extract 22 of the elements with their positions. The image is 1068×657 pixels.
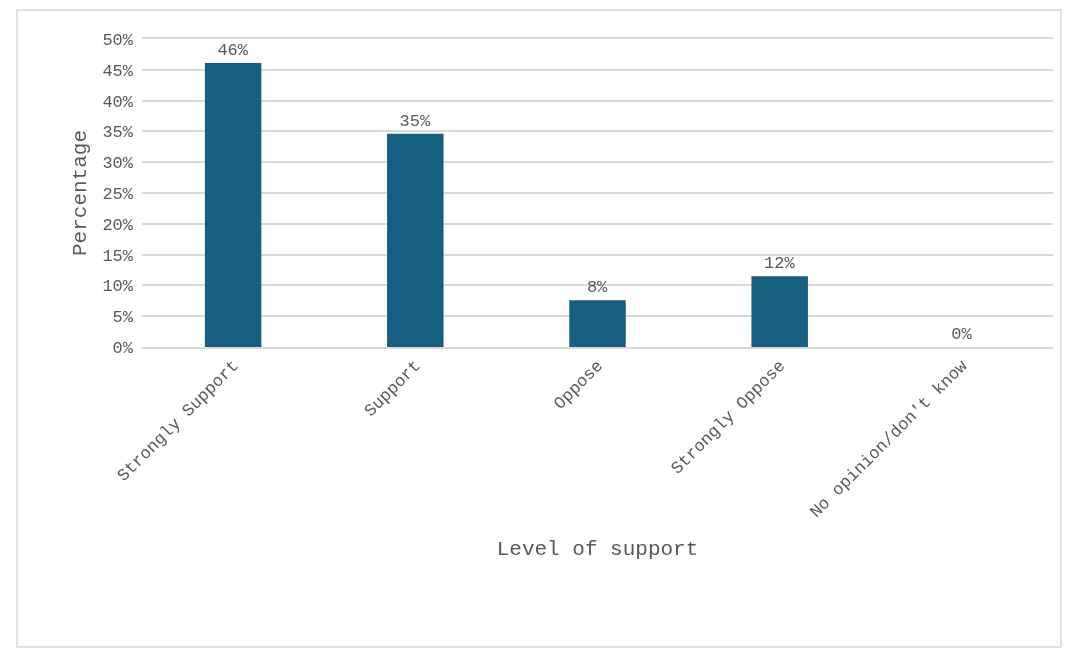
data-label: 0% bbox=[951, 325, 973, 344]
y-tick-label: 25% bbox=[102, 184, 134, 204]
data-label: 8% bbox=[586, 278, 609, 298]
y-tick-label: 10% bbox=[102, 277, 134, 297]
y-tick-label: 0% bbox=[112, 338, 134, 358]
bar bbox=[387, 133, 444, 347]
y-axis-title: Percentage bbox=[68, 129, 92, 257]
data-label: 35% bbox=[399, 111, 431, 131]
bar bbox=[569, 300, 626, 347]
y-tick-label: 50% bbox=[102, 30, 134, 50]
y-tick-label: 20% bbox=[102, 215, 134, 235]
y-tick-label: 15% bbox=[102, 246, 134, 266]
data-label: 46% bbox=[217, 41, 249, 61]
y-tick-label: 5% bbox=[112, 308, 134, 328]
bar bbox=[751, 276, 808, 347]
y-tick-label: 30% bbox=[102, 154, 134, 174]
x-axis-title: Level of support bbox=[496, 538, 699, 562]
bar bbox=[204, 63, 262, 347]
y-tick-label: 35% bbox=[102, 123, 134, 143]
data-label: 12% bbox=[764, 254, 796, 274]
y-tick-label: 40% bbox=[102, 92, 134, 112]
y-tick-label: 45% bbox=[102, 61, 134, 81]
